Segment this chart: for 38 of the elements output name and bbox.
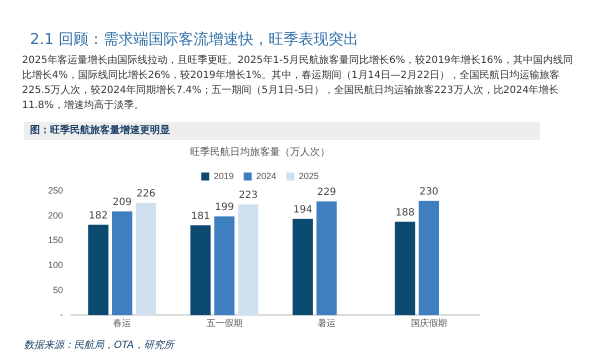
x-tick-label: 国庆假期 [410,318,447,328]
legend-label: 2024 [256,170,276,181]
data-label: 229 [317,187,336,198]
bar [88,224,108,316]
data-label: 223 [238,190,258,202]
bar [112,211,132,316]
bar [214,216,235,316]
bar [190,225,211,316]
legend-label: 2019 [214,170,234,181]
data-label: 226 [136,188,156,200]
x-tick-label: 暑运 [318,318,336,328]
legend-label: 2025 [298,170,319,181]
data-label: 209 [112,196,132,208]
chart-subtitle: 图：旺季民航旅客量增速更明显 [24,122,540,140]
bar [238,204,258,316]
data-label: 194 [293,204,312,216]
text: 2025年客运量增长由国际线拉动，且旺季更旺。2025年1-5月民航旅客量同比增长6%，较2019年增长16%，其中国内线同比增长4%，国际线同比增长26%，较2019年增长1%。其中，春运期间（1月14日—2月22日），全国民航日均运输旅客225.5万人次，较2024年同期增长7.4%；五一期间（5月1日-5日），全国民航日均运输旅客223万人次，比2024年增长11.8%，增速均高于淡季。 [22,54,574,113]
bar [136,202,156,316]
y-tick-label: - [60,310,64,320]
x-tick-label: 五一假期 [206,318,242,328]
data-label: 199 [214,202,234,213]
text: 2.1 回顾：需求端国际客流增速快，旺季表现突出 [30,30,359,49]
bar [292,218,313,316]
data-label: 230 [419,186,438,198]
bar [418,200,440,316]
data-label: 182 [88,210,108,222]
y-tick-label: 100 [48,260,64,270]
y-tick-label: 250 [48,185,64,196]
chart-title: 旺季民航日均旅客量（万人次） [190,146,330,158]
y-tick-label: 200 [48,210,64,220]
x-tick-label: 春运 [113,318,132,328]
data-label: 181 [190,210,210,222]
bar [394,222,416,316]
bar [316,201,337,316]
source-note: 数据来源：民航局，OTA，研究所 [24,338,174,352]
data-label: 188 [395,207,415,218]
y-tick-label: 50 [53,284,64,295]
y-tick-label: 150 [48,235,64,246]
